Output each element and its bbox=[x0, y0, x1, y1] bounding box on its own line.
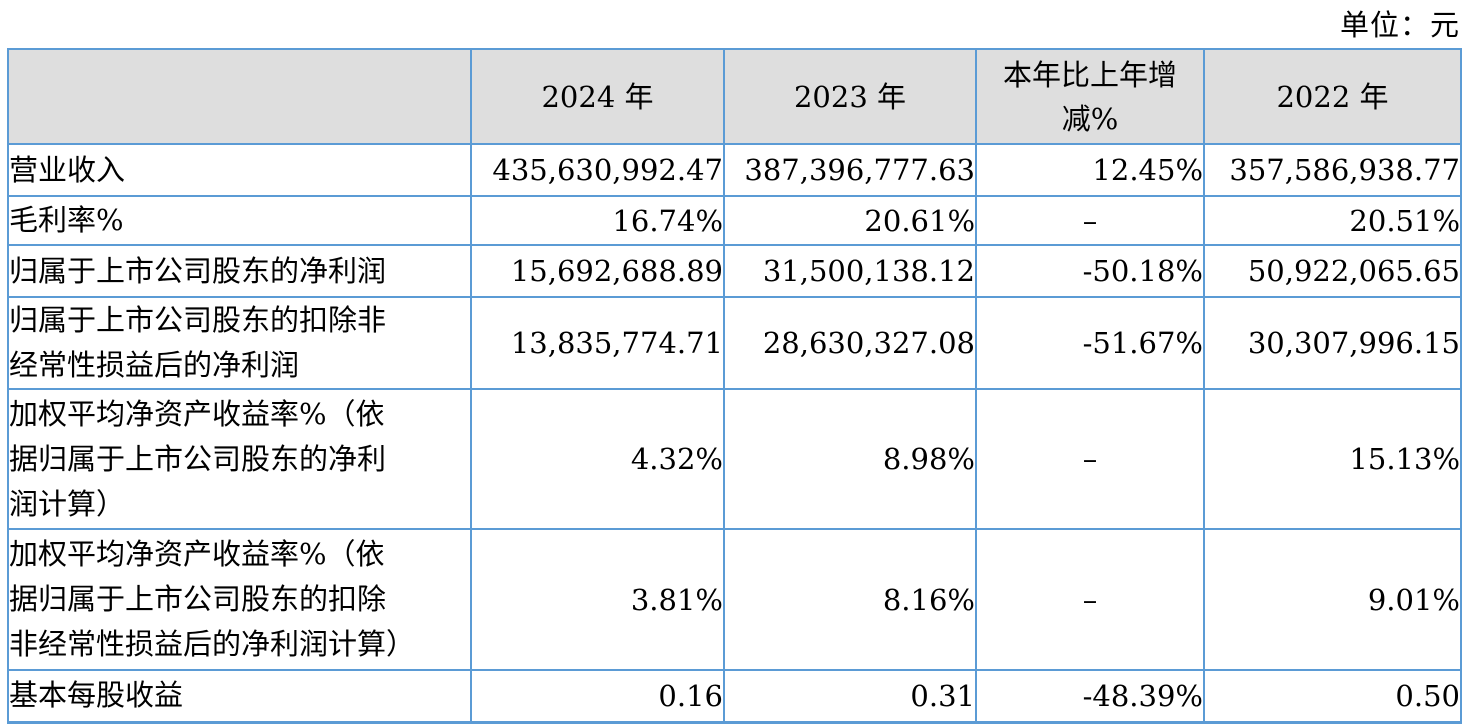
label-cell: 基本每股收益 bbox=[7, 669, 472, 723]
value-2022: 30,307,996.15 bbox=[1203, 296, 1462, 390]
value-2023: 0.31 bbox=[723, 669, 977, 723]
label-cell: 加权平均净资产收益率%（依据归属于上市公司股东的扣除非经常性损益后的净利润计算） bbox=[7, 528, 472, 671]
value-2022: 9.01% bbox=[1203, 528, 1462, 671]
unit-label: 单位：元 bbox=[1339, 8, 1460, 42]
row-net-profit-attributable: 归属于上市公司股东的净利润 15,692,688.89 31,500,138.1… bbox=[7, 244, 1462, 298]
value-yoy-dash: – bbox=[975, 388, 1205, 530]
header-cell-2023: 2023 年 bbox=[723, 48, 977, 145]
value-yoy: -51.67% bbox=[975, 296, 1205, 390]
header-cell-yoy-change: 本年比上年增减% bbox=[975, 48, 1205, 145]
label-cell: 加权平均净资产收益率%（依据归属于上市公司股东的净利润计算） bbox=[7, 388, 472, 530]
label-text: 加权平均净资产收益率%（依据归属于上市公司股东的扣除非经常性损益后的净利润计算） bbox=[9, 537, 416, 661]
value-2024: 4.32% bbox=[470, 388, 725, 530]
value-2023: 31,500,138.12 bbox=[723, 244, 977, 298]
value-2023: 8.98% bbox=[723, 388, 977, 530]
value-2024: 0.16 bbox=[470, 669, 725, 723]
value-2023: 20.61% bbox=[723, 195, 977, 246]
label-cell: 毛利率% bbox=[7, 195, 472, 246]
value-2022: 50,922,065.65 bbox=[1203, 244, 1462, 298]
row-operating-revenue: 营业收入 435,630,992.47 387,396,777.63 12.45… bbox=[7, 143, 1462, 197]
value-2023: 8.16% bbox=[723, 528, 977, 671]
row-gross-margin: 毛利率% 16.74% 20.61% – 20.51% bbox=[7, 195, 1462, 246]
value-2022: 15.13% bbox=[1203, 388, 1462, 530]
value-2022: 0.50 bbox=[1203, 669, 1462, 723]
value-yoy-dash: – bbox=[975, 195, 1205, 246]
value-2023: 28,630,327.08 bbox=[723, 296, 977, 390]
value-2022: 357,586,938.77 bbox=[1203, 143, 1462, 197]
header-cell-indicator bbox=[7, 48, 472, 145]
table-header-row: 2024 年 2023 年 本年比上年增减% 2022 年 bbox=[7, 48, 1462, 145]
value-2024: 3.81% bbox=[470, 528, 725, 671]
value-2024: 435,630,992.47 bbox=[470, 143, 725, 197]
value-2024: 16.74% bbox=[470, 195, 725, 246]
label-cell: 归属于上市公司股东的净利润 bbox=[7, 244, 472, 298]
financial-summary-table: 2024 年 2023 年 本年比上年增减% 2022 年 营业收入 435,6… bbox=[7, 48, 1462, 724]
header-cell-yoy-change-text: 本年比上年增减% bbox=[1002, 57, 1177, 136]
value-yoy: 12.45% bbox=[975, 143, 1205, 197]
label-cell: 归属于上市公司股东的扣除非经常性损益后的净利润 bbox=[7, 296, 472, 390]
label-cell: 营业收入 bbox=[7, 143, 472, 197]
value-2023: 387,396,777.63 bbox=[723, 143, 977, 197]
value-yoy: -48.39% bbox=[975, 669, 1205, 723]
header-cell-2024: 2024 年 bbox=[470, 48, 725, 145]
value-yoy: -50.18% bbox=[975, 244, 1205, 298]
header-cell-2022: 2022 年 bbox=[1203, 48, 1462, 145]
label-text: 加权平均净资产收益率%（依据归属于上市公司股东的净利润计算） bbox=[9, 396, 387, 521]
value-2024: 13,835,774.71 bbox=[470, 296, 725, 390]
value-2022: 20.51% bbox=[1203, 195, 1462, 246]
row-basic-eps: 基本每股收益 0.16 0.31 -48.39% 0.50 bbox=[7, 669, 1462, 723]
label-text: 归属于上市公司股东的扣除非经常性损益后的净利润 bbox=[9, 303, 387, 382]
row-weighted-avg-roe-net-profit: 加权平均净资产收益率%（依据归属于上市公司股东的净利润计算） 4.32% 8.9… bbox=[7, 388, 1462, 530]
row-net-profit-deducting-non-recurring: 归属于上市公司股东的扣除非经常性损益后的净利润 13,835,774.71 28… bbox=[7, 296, 1462, 390]
value-yoy-dash: – bbox=[975, 528, 1205, 671]
row-weighted-avg-roe-deducted: 加权平均净资产收益率%（依据归属于上市公司股东的扣除非经常性损益后的净利润计算）… bbox=[7, 528, 1462, 671]
value-2024: 15,692,688.89 bbox=[470, 244, 725, 298]
